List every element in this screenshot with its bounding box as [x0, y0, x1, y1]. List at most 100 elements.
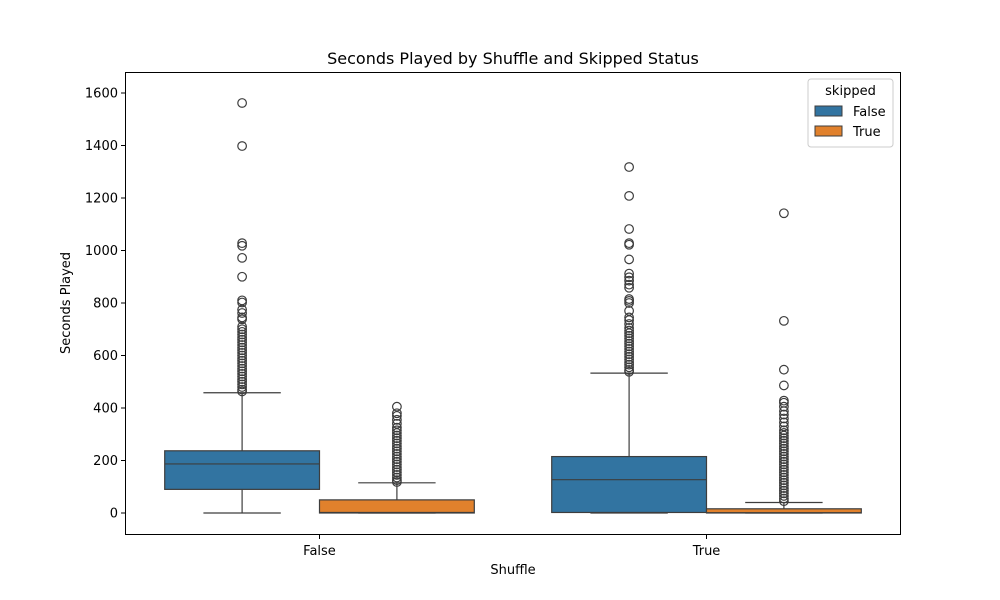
y-tick-label: 1000	[85, 244, 118, 259]
legend-label-false: False	[853, 105, 886, 120]
outlier-point	[392, 435, 402, 446]
plot-frame	[125, 72, 901, 535]
box-false-false	[164, 98, 321, 514]
outlier-point	[624, 298, 634, 308]
outlier-point	[624, 349, 634, 360]
outlier-point	[624, 272, 634, 283]
outlier-point	[624, 268, 634, 279]
outlier-point	[779, 462, 789, 472]
outlier-point	[624, 359, 634, 370]
outlier-point	[779, 470, 789, 480]
outlier-point	[624, 190, 634, 201]
outlier-point	[779, 496, 789, 507]
outlier-point	[779, 477, 789, 488]
iqr-box	[164, 450, 321, 490]
y-tick-label: 0	[110, 507, 118, 522]
outlier-point	[392, 472, 402, 483]
outlier-point	[624, 162, 634, 172]
outlier-point	[392, 449, 402, 459]
outlier-point	[237, 314, 248, 325]
outlier-point	[779, 425, 789, 436]
outlier-point	[624, 344, 634, 354]
outlier-point	[624, 239, 634, 250]
outlier-point	[237, 308, 248, 318]
outlier-point	[779, 443, 789, 454]
outlier-point	[624, 330, 634, 341]
outlier-point	[779, 380, 789, 391]
y-tick-label: 1600	[85, 87, 118, 102]
outlier-point	[237, 334, 248, 345]
outlier-point	[624, 362, 634, 373]
outlier-point	[624, 333, 634, 344]
outlier-point	[779, 409, 789, 420]
iqr-box	[318, 499, 475, 514]
outlier-point	[779, 449, 789, 459]
outlier-point	[392, 454, 402, 465]
outlier-point	[237, 332, 248, 343]
outlier-point	[237, 321, 248, 332]
outlier-point	[392, 459, 402, 470]
outlier-point	[237, 374, 248, 385]
legend: skipped False True	[807, 78, 894, 148]
chart-title: Seconds Played by Shuffle and Skipped St…	[327, 49, 699, 68]
outlier-point	[779, 315, 789, 326]
outlier-point	[237, 361, 248, 371]
outlier-point	[624, 315, 634, 325]
outlier-point	[237, 347, 248, 358]
outlier-point	[624, 346, 634, 357]
outlier-point	[779, 454, 789, 465]
outlier-point	[237, 252, 248, 263]
outlier-point	[237, 353, 248, 364]
outlier-point	[624, 275, 634, 286]
outlier-point	[779, 428, 789, 438]
outlier-point	[624, 336, 634, 346]
outlier-point	[237, 345, 248, 356]
outlier-point	[779, 446, 789, 457]
outlier-point	[237, 297, 248, 308]
outlier-point	[392, 422, 402, 433]
outlier-point	[237, 271, 248, 282]
outlier-point	[237, 382, 248, 392]
outlier-point	[624, 312, 634, 323]
outlier-point	[237, 326, 248, 337]
legend-swatch-false	[814, 105, 843, 117]
outlier-point	[237, 304, 248, 315]
y-axis-title: Seconds Played	[59, 252, 74, 354]
outlier-point	[779, 401, 789, 412]
x-axis-title: Shuffle	[490, 563, 535, 578]
outlier-point	[392, 446, 402, 457]
outlier-point	[392, 477, 402, 487]
outlier-point	[392, 456, 402, 467]
outlier-point	[237, 340, 248, 350]
outlier-point	[392, 430, 402, 441]
legend-label-true: True	[852, 125, 881, 140]
outlier-point	[779, 485, 789, 496]
outlier-point	[624, 366, 634, 377]
outlier-point	[779, 208, 789, 219]
outlier-point	[392, 414, 402, 425]
iqr-box	[551, 455, 708, 514]
outlier-point	[392, 470, 402, 480]
legend-title: skipped	[825, 84, 876, 99]
outlier-point	[392, 441, 402, 451]
outlier-point	[392, 410, 402, 421]
box-true-false	[318, 401, 475, 514]
y-tick-label: 200	[93, 454, 118, 469]
outlier-point	[237, 342, 248, 353]
outlier-point	[779, 488, 789, 499]
outlier-point	[779, 441, 789, 451]
outlier-point	[779, 464, 789, 475]
outlier-point	[237, 379, 248, 390]
outlier-point	[779, 451, 789, 462]
outlier-point	[624, 224, 634, 234]
outlier-point	[779, 472, 789, 483]
outlier-point	[779, 433, 789, 444]
outlier-point	[624, 279, 634, 290]
outlier-point	[779, 406, 789, 417]
outlier-point	[779, 480, 789, 491]
outlier-point	[237, 337, 248, 348]
y-tick-label: 600	[93, 349, 118, 364]
outlier-point	[392, 428, 402, 438]
outlier-point	[237, 386, 248, 397]
